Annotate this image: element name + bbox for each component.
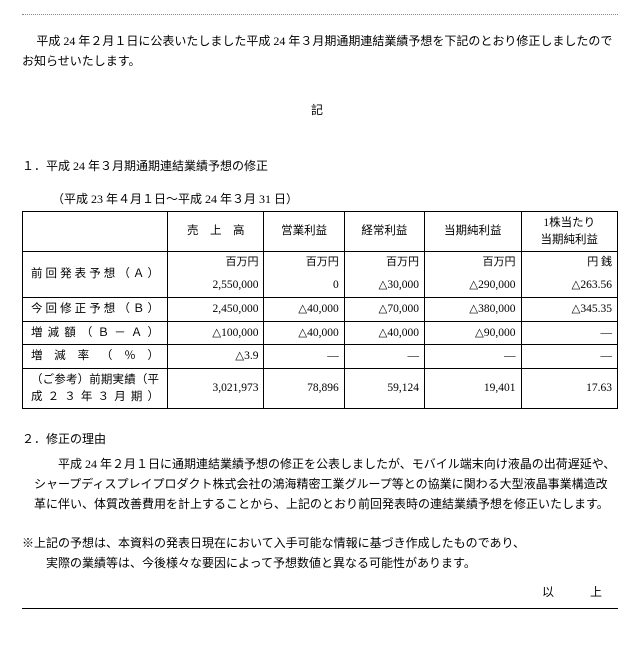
row4-label: （ご参考）前期実績（平成２３年３月期） [23, 368, 168, 408]
unit-sales: 百万円 [168, 252, 264, 274]
col-ord-profit: 経常利益 [344, 211, 424, 251]
r2c0: △100,000 [168, 321, 264, 345]
r1c4: △345.35 [521, 297, 618, 321]
col-blank [23, 211, 168, 251]
table-row: 増減率（％） △3.9 — — — — [23, 345, 618, 369]
unit-eps: 円 銭 [521, 252, 618, 274]
table-header-row: 売 上 高 営業利益 経常利益 当期純利益 1株当たり当期純利益 [23, 211, 618, 251]
col-net-profit: 当期純利益 [425, 211, 521, 251]
r1c1: △40,000 [264, 297, 344, 321]
r2c3: △90,000 [425, 321, 521, 345]
r3c1: — [264, 345, 344, 369]
r2c4: — [521, 321, 618, 345]
row3-label: 増減率（％） [23, 345, 168, 369]
disclaimer-line1: ※上記の予想は、本資料の発表日現在において入手可能な情報に基づき作成したものであ… [22, 533, 618, 553]
r1c0: 2,450,000 [168, 297, 264, 321]
unit-ord: 百万円 [344, 252, 424, 274]
section1-heading: １．平成 24 年３月期通期連結業績予想の修正 [22, 156, 618, 176]
r2c2: △40,000 [344, 321, 424, 345]
col-eps: 1株当たり当期純利益 [521, 211, 618, 251]
col-sales: 売 上 高 [168, 211, 264, 251]
table-row: 今回修正予想（Ｂ） 2,450,000 △40,000 △70,000 △380… [23, 297, 618, 321]
table-row: （ご参考）前期実績（平成２３年３月期） 3,021,973 78,896 59,… [23, 368, 618, 408]
r0c1: 0 [264, 274, 344, 297]
r0c3: △290,000 [425, 274, 521, 297]
top-dotted-rule [22, 14, 618, 15]
row0-label: 前回発表予想（Ａ） [23, 252, 168, 298]
r0c2: △30,000 [344, 274, 424, 297]
r4c4: 17.63 [521, 368, 618, 408]
section2-heading: ２．修正の理由 [22, 429, 618, 449]
intro-paragraph: 平成 24 年２月１日に公表いたしました平成 24 年３月期通期連結業績予想を下… [22, 31, 618, 72]
forecast-table: 売 上 高 営業利益 経常利益 当期純利益 1株当たり当期純利益 前回発表予想（… [22, 211, 618, 409]
closing-mark: 以 上 [22, 582, 618, 602]
r0c4: △263.56 [521, 274, 618, 297]
table-row: 増減額（Ｂ－Ａ） △100,000 △40,000 △40,000 △90,00… [23, 321, 618, 345]
r0c0: 2,550,000 [168, 274, 264, 297]
r2c1: △40,000 [264, 321, 344, 345]
period-caption: （平成 23 年４月１日～平成 24 年３月 31 日） [52, 189, 618, 209]
table-row: 前回発表予想（Ａ） 百万円 百万円 百万円 百万円 円 銭 [23, 252, 618, 274]
row2-label: 増減額（Ｂ－Ａ） [23, 321, 168, 345]
ki-marker: 記 [22, 100, 618, 120]
disclaimer-line2: 実際の業績等は、今後様々な要因によって予想数値と異なる可能性があります。 [46, 553, 618, 573]
r3c0: △3.9 [168, 345, 264, 369]
col-op-profit: 営業利益 [264, 211, 344, 251]
unit-net: 百万円 [425, 252, 521, 274]
r4c2: 59,124 [344, 368, 424, 408]
bottom-rule [22, 608, 618, 609]
r3c2: — [344, 345, 424, 369]
r3c4: — [521, 345, 618, 369]
row1-label: 今回修正予想（Ｂ） [23, 297, 168, 321]
r1c2: △70,000 [344, 297, 424, 321]
r4c1: 78,896 [264, 368, 344, 408]
r4c3: 19,401 [425, 368, 521, 408]
section2-body: 平成 24 年２月１日に通期連結業績予想の修正を公表しましたが、モバイル端末向け… [34, 454, 618, 515]
r3c3: — [425, 345, 521, 369]
r1c3: △380,000 [425, 297, 521, 321]
unit-op: 百万円 [264, 252, 344, 274]
r4c0: 3,021,973 [168, 368, 264, 408]
